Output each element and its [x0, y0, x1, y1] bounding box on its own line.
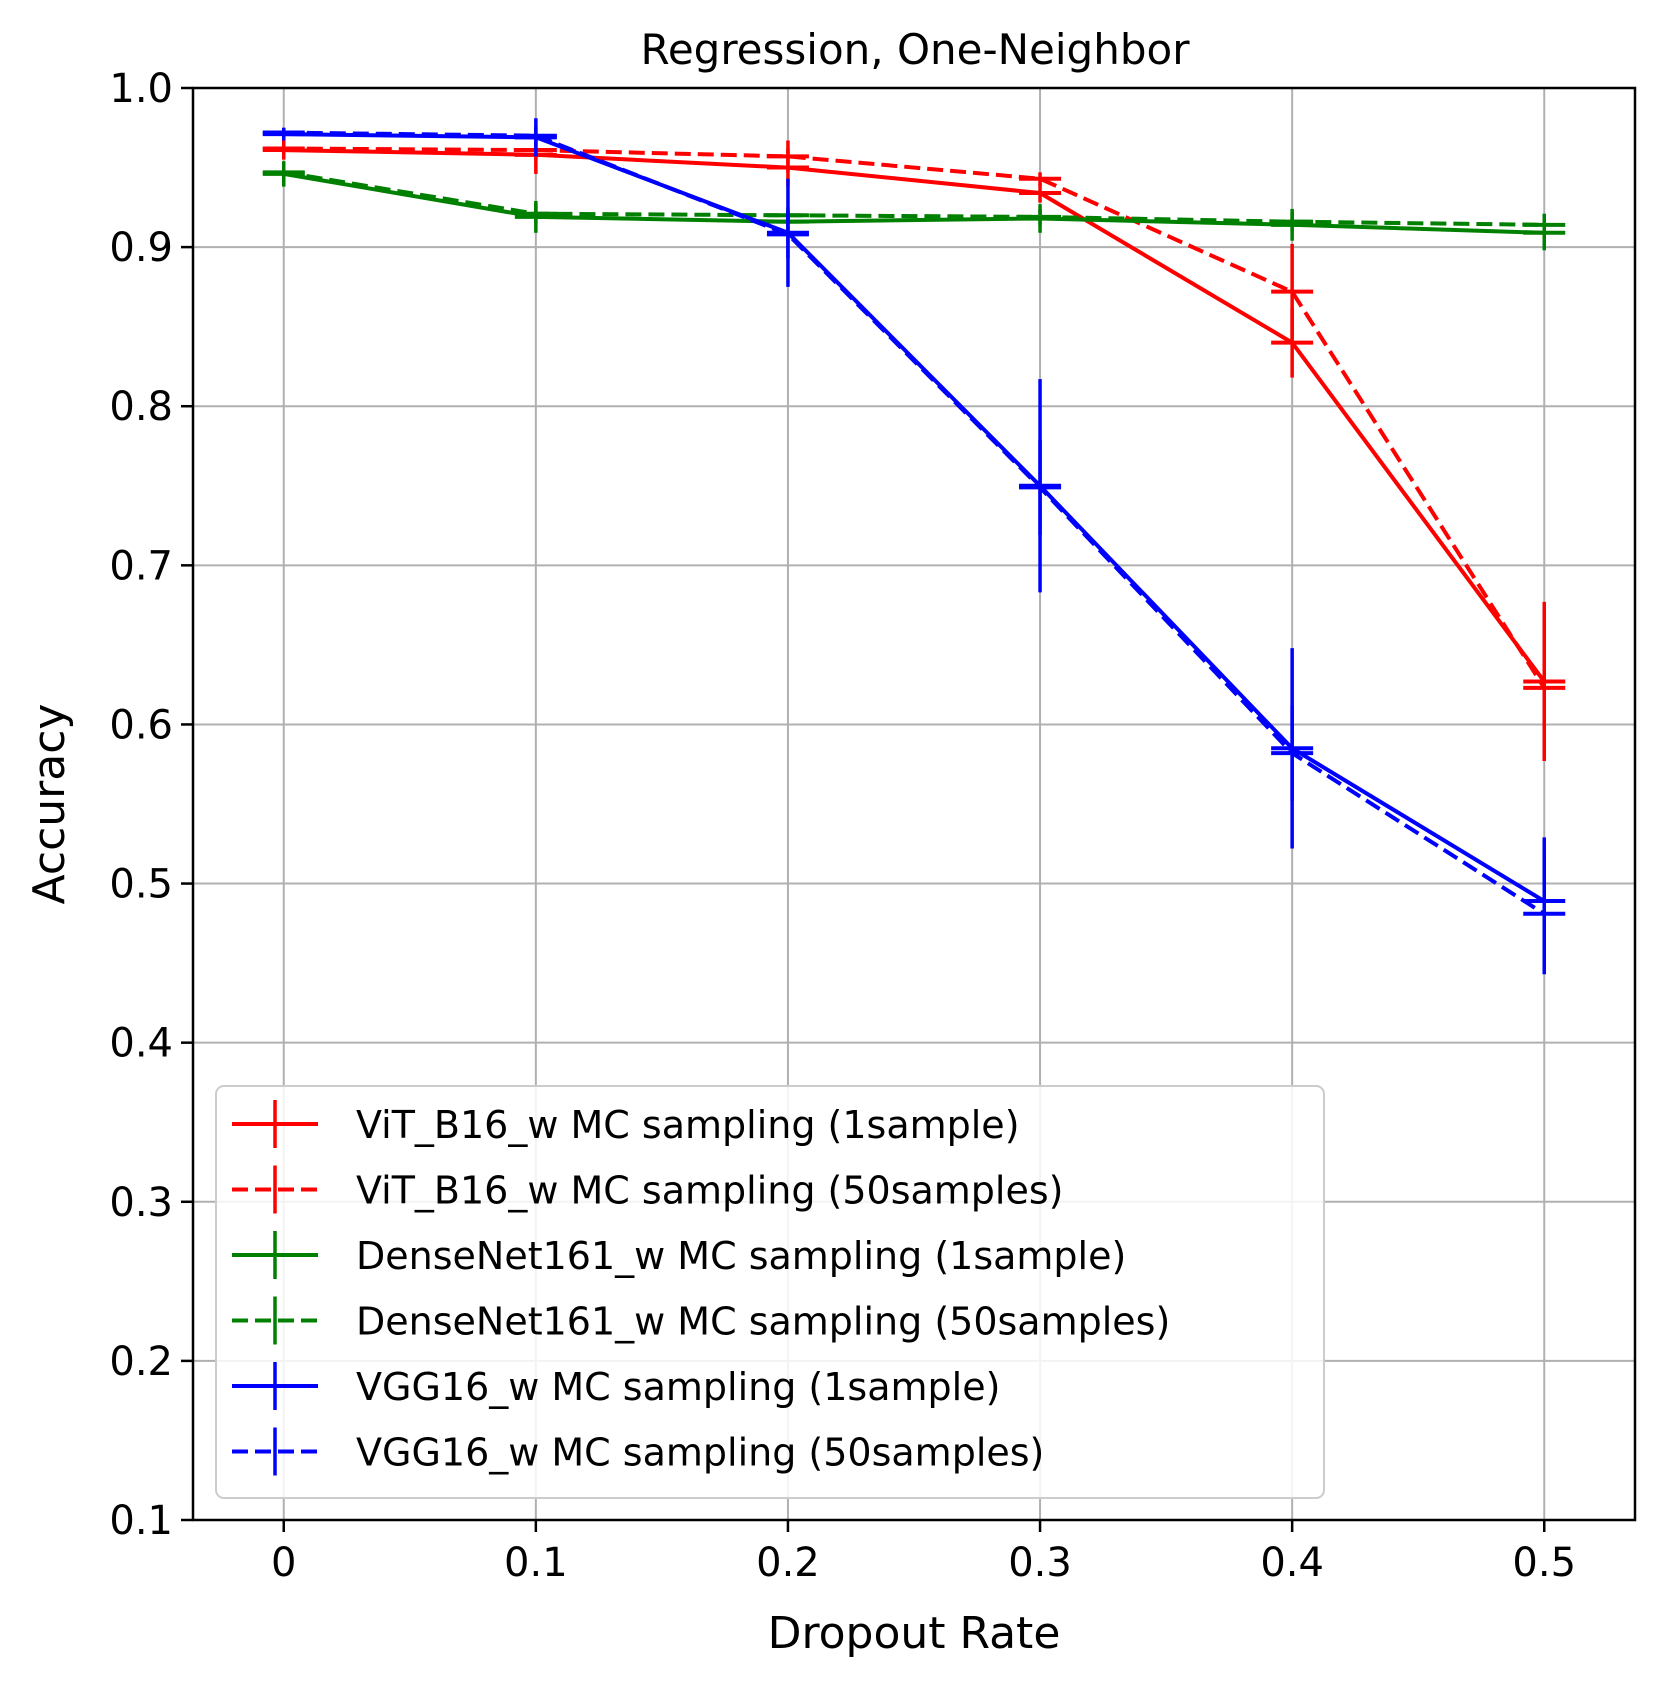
- legend-label: VGG16_w MC sampling (1sample): [356, 1365, 1000, 1409]
- y-tick-label: 0.4: [109, 1021, 173, 1067]
- series-group: [262, 118, 1566, 975]
- series-line: [283, 170, 1545, 227]
- y-tick-label: 0.6: [109, 702, 173, 748]
- legend-label: ViT_B16_w MC sampling (1sample): [356, 1103, 1020, 1147]
- x-tick-label: 0.1: [504, 1540, 568, 1586]
- y-tick-label: 0.3: [109, 1180, 173, 1226]
- y-tick-label: 0.7: [109, 543, 173, 589]
- legend-entry: ViT_B16_w MC sampling (1sample): [232, 1100, 1020, 1148]
- y-tick-label: 1.0: [109, 66, 173, 112]
- axis-ticks: 0 0.1 0.2 0.3 0.4 0.5 0.1 0.2 0.3 0.4 0.5 0.6 0.7 0.8…: [109, 66, 1576, 1586]
- y-axis-label: Accuracy: [24, 704, 75, 905]
- legend-label: VGG16_w MC sampling (50samples): [356, 1431, 1044, 1475]
- series-line: [283, 171, 1545, 235]
- legend-entry: DenseNet161_w MC sampling (1sample): [232, 1231, 1126, 1279]
- plot-frame: [191, 86, 1637, 1522]
- legend-box: [215, 1085, 1325, 1499]
- legend-entry: VGG16_w MC sampling (1sample): [232, 1362, 1000, 1410]
- x-axis-label: Dropout Rate: [768, 1608, 1061, 1659]
- legend-entry: VGG16_w MC sampling (50samples): [232, 1427, 1044, 1476]
- x-tick-label: 0: [271, 1540, 296, 1586]
- legend: ViT_B16_w MC sampling (1sample) ViT_B16_w…: [215, 1085, 1325, 1499]
- legend-entry: ViT_B16_w MC sampling (50samples): [232, 1165, 1064, 1214]
- y-tick-label: 0.9: [109, 225, 173, 271]
- legend-label: DenseNet161_w MC sampling (50samples): [356, 1300, 1170, 1344]
- x-tick-label: 0.5: [1512, 1540, 1576, 1586]
- y-tick-label: 0.8: [109, 384, 173, 430]
- x-tick-label: 0.2: [756, 1540, 820, 1586]
- series-line: [283, 146, 1546, 689]
- x-tick-label: 0.4: [1260, 1540, 1324, 1586]
- legend-entry: DenseNet161_w MC sampling (50samples): [232, 1296, 1170, 1345]
- x-tick-label: 0.3: [1008, 1540, 1072, 1586]
- legend-label: DenseNet161_w MC sampling (1sample): [356, 1234, 1126, 1278]
- series-6: [262, 126, 1566, 975]
- series-line: [283, 130, 1546, 916]
- y-tick-label: 0.2: [109, 1339, 173, 1385]
- y-tick-label: 0.5: [109, 862, 173, 908]
- chart-title: Regression, One-Neighbor: [641, 25, 1191, 74]
- y-tick-label: 0.1: [109, 1498, 173, 1544]
- legend-label: ViT_B16_w MC sampling (50samples): [356, 1169, 1064, 1213]
- series-line: [283, 148, 1546, 683]
